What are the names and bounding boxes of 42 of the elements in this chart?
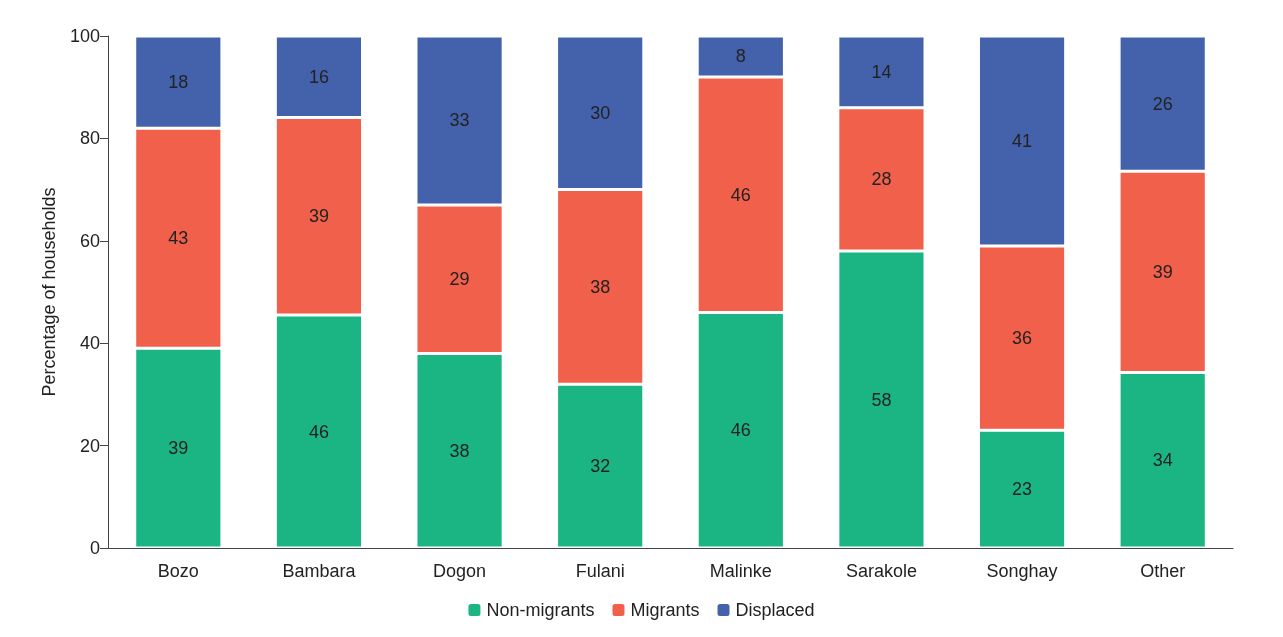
data-label: 46 [730, 420, 751, 441]
data-label: 39 [308, 206, 329, 227]
x-tick-label: Other [1140, 561, 1186, 581]
data-label: 46 [730, 184, 751, 205]
data-label: 14 [871, 61, 892, 82]
y-tick-label: 80 [79, 128, 100, 149]
y-tick-label: 60 [79, 230, 100, 251]
data-label: 23 [1012, 479, 1033, 500]
x-tick-label: Malinke [709, 561, 772, 581]
x-tick-label: Fulani [575, 561, 625, 581]
data-label: 58 [871, 389, 892, 410]
data-label: 29 [449, 269, 470, 290]
legend-label: Non-migrants [486, 600, 595, 620]
data-label: 39 [168, 438, 189, 459]
x-tick-label: Bambara [282, 561, 357, 581]
data-label: 30 [590, 102, 611, 123]
data-label: 32 [590, 456, 611, 477]
y-tick-label: 0 [89, 538, 100, 558]
x-tick-label: Sarakole [845, 561, 917, 581]
legend-label: Displaced [735, 600, 815, 620]
data-label: 38 [590, 276, 611, 297]
x-tick-label: Dogon [433, 561, 487, 581]
data-label: 33 [449, 110, 470, 131]
data-label: 41 [1012, 130, 1033, 151]
y-tick-label: 20 [79, 435, 100, 456]
data-label: 16 [308, 66, 329, 87]
data-label: 39 [1152, 261, 1173, 282]
data-label: 38 [449, 440, 470, 461]
y-axis-title: Percentage of households [39, 187, 59, 397]
data-label: 28 [871, 169, 892, 190]
data-label: 8 [735, 46, 746, 67]
x-tick-label: Bozo [157, 561, 199, 581]
y-tick-label: 100 [69, 26, 100, 46]
x-tick-label: Songhay [986, 561, 1058, 581]
legend-label: Migrants [630, 600, 700, 620]
data-label: 18 [168, 72, 189, 93]
data-label: 36 [1012, 328, 1033, 349]
y-tick-label: 40 [79, 333, 100, 354]
data-label: 26 [1152, 93, 1173, 114]
data-label: 46 [308, 421, 329, 442]
data-label: 34 [1152, 450, 1173, 471]
data-label: 43 [168, 228, 189, 249]
